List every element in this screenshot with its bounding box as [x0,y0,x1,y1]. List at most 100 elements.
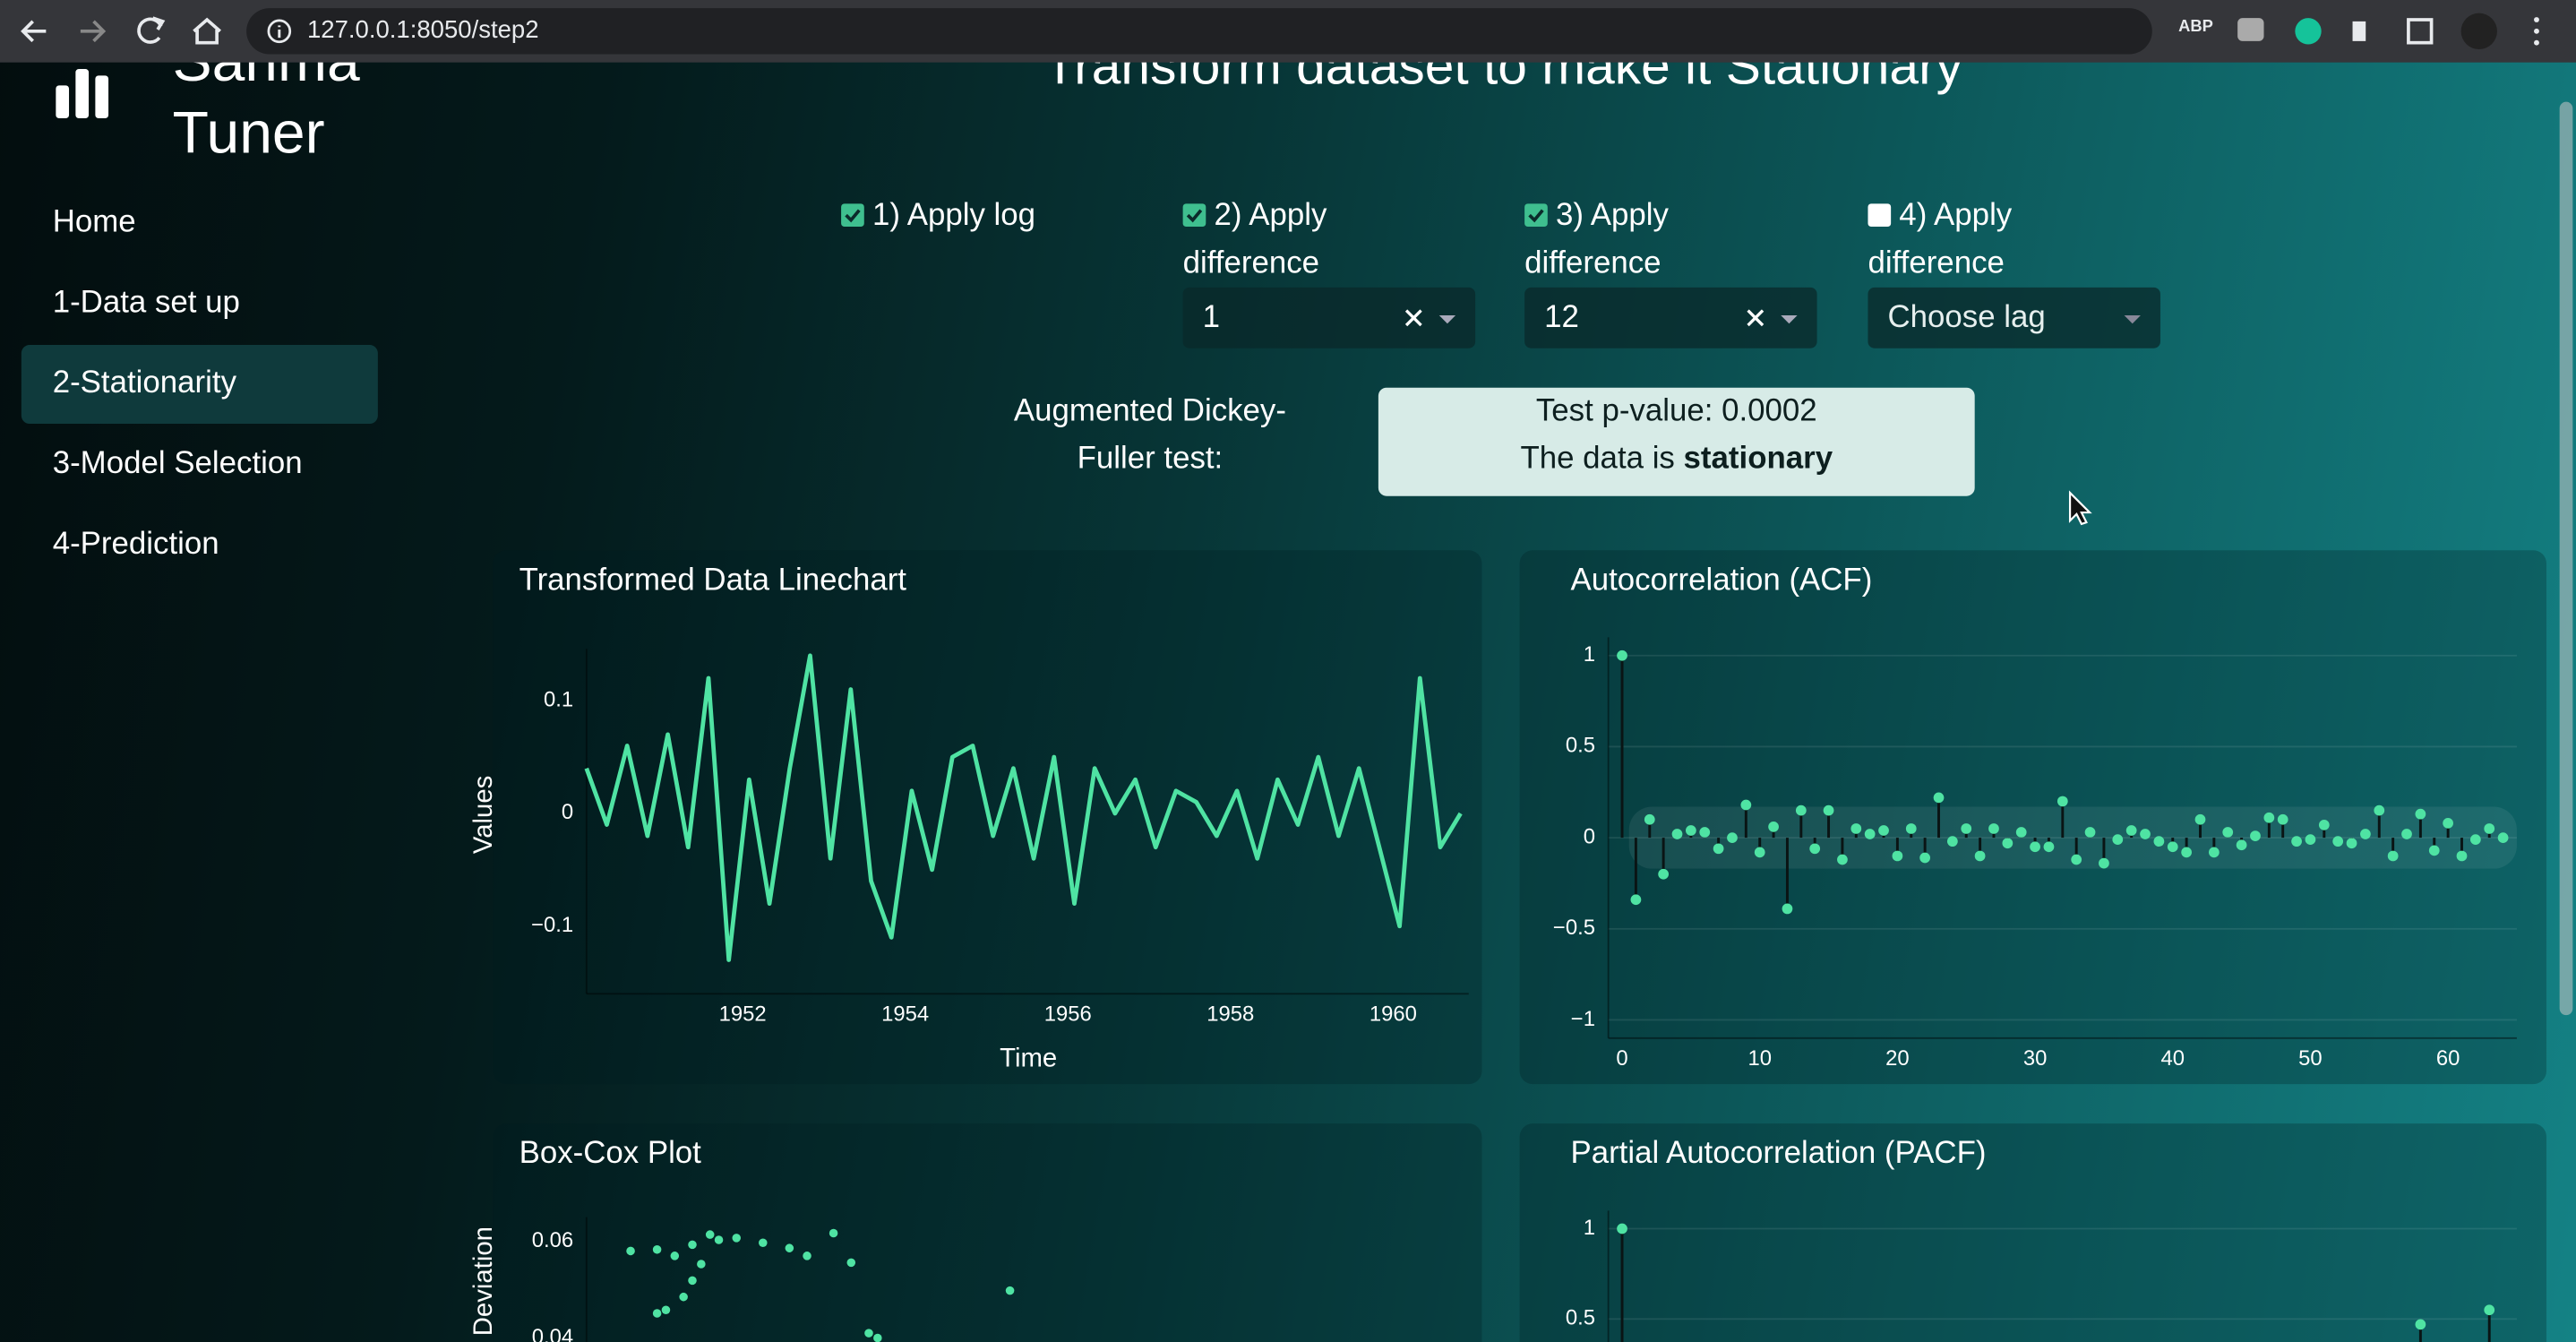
nav-item[interactable]: 2-Stationarity [21,345,378,425]
x-tick-label: 1952 [719,1002,767,1026]
y-tick-label: −1 [1571,1007,1595,1031]
toolbar-icons [2237,13,2539,50]
x-tick-label: 0 [1616,1046,1627,1071]
confidence-band [1628,806,2517,869]
checkbox[interactable] [1868,203,1892,228]
lag-dropdown[interactable]: 1 [1182,287,1476,348]
stem-marker [2428,845,2440,856]
chart-title: Box-Cox Plot [519,1135,702,1170]
lag-dropdown[interactable]: Choose lag [1868,287,2160,348]
stem-marker [2484,823,2495,834]
logo-icon [56,69,109,119]
scatter-point [688,1240,697,1250]
scatter-point [759,1238,768,1248]
stem-marker [1837,854,1848,865]
scatter-point [785,1243,794,1252]
stem-marker [1658,868,1670,880]
lag-dropdown[interactable]: 12 [1524,287,1817,348]
stem-marker [2497,832,2509,843]
nav-item[interactable]: 1-Data set up [21,264,378,343]
control-label: 4) Apply difference [1868,198,2013,281]
check-mark [1528,209,1544,223]
chart-panel [493,1123,1482,1342]
scatter-point [846,1258,856,1268]
stem-marker [1892,850,1903,862]
stem-marker [2346,838,2357,849]
stem-marker [2015,827,2027,838]
checkbox[interactable] [1182,203,1206,228]
data-line [584,653,1463,962]
dropdown-value: 1 [1202,300,1221,336]
stem-marker [2401,829,2412,839]
stem-marker [2140,829,2151,839]
stem-marker [2222,827,2234,838]
scrollbar[interactable] [2559,101,2573,1016]
dropdown-icons [1404,309,1456,327]
stem-marker [2112,834,2124,846]
p-value: Test p-value: 0.0002 [1535,394,1817,429]
info-icon [267,19,292,44]
stem-marker [1671,829,1683,839]
scatter-point [829,1228,838,1238]
nav-label: Home [52,205,136,240]
y-tick-label: 0.06 [532,1228,573,1252]
scatter-point [1005,1286,1015,1295]
stem-marker [1878,825,1889,836]
stem-marker [1933,792,1945,804]
stem-marker [2469,834,2481,846]
checkbox[interactable] [841,203,864,228]
stem-marker [1754,847,1765,858]
dropdown-icons [1747,309,1798,327]
scatter-point [714,1235,724,1244]
control[interactable]: 4) Apply difference [1868,193,2114,288]
scatter-point [705,1230,715,1239]
scatter-point [670,1252,680,1260]
nav-item[interactable]: 3-Model Selection [21,426,378,504]
stem-marker [2208,847,2220,858]
stem-marker [1644,813,1655,825]
stem-marker [1795,804,1807,816]
stem-marker [1974,850,1986,862]
scatter-point [626,1246,635,1256]
x-axis-label: Time [1000,1043,1057,1072]
scatter-point [864,1329,873,1338]
stem-marker [2125,825,2137,836]
dropdown-caret [2124,315,2141,324]
stem-marker [1713,843,1724,855]
nav-item[interactable]: 4-Prediction [21,506,378,585]
x-tick-label: 1960 [1370,1002,1417,1026]
stem-marker [1809,843,1821,855]
stem-marker [2153,836,2165,847]
stem-marker [1727,832,1738,843]
stem-marker [2332,836,2344,847]
scatter-point [803,1252,811,1260]
result-line: The data is stationary [1378,435,1975,483]
control[interactable]: 2) Apply difference [1182,193,1430,288]
control[interactable]: 1) Apply log [841,193,1087,240]
y-tick-label: −0.5 [1553,916,1595,940]
chart-panel [1519,550,2546,1085]
stem-marker [2277,813,2288,825]
stem-marker [2318,820,2330,830]
x-tick-label: 1958 [1206,1002,1254,1026]
stem-marker [2263,812,2275,823]
x-tick-label: 40 [2160,1046,2185,1071]
chart-panel [1519,1123,2546,1342]
stem-marker [2291,836,2302,847]
nav-label: 3-Model Selection [52,446,303,482]
scatter-point [697,1260,706,1269]
address-bar[interactable]: 127.0.0.1:8050/step2 [246,8,2152,55]
scatter-point [652,1309,662,1318]
stem-marker [2456,850,2468,862]
stem-marker [2236,839,2247,851]
checkbox[interactable] [1524,203,1548,228]
nav-label: 2-Stationarity [52,366,237,401]
y-tick-label: 1 [1584,642,1595,667]
extension-label[interactable]: ABP [2178,18,2213,37]
nav-item[interactable]: Home [21,184,378,262]
stem-marker [2099,857,2109,869]
control[interactable]: 3) Apply difference [1524,193,1771,288]
